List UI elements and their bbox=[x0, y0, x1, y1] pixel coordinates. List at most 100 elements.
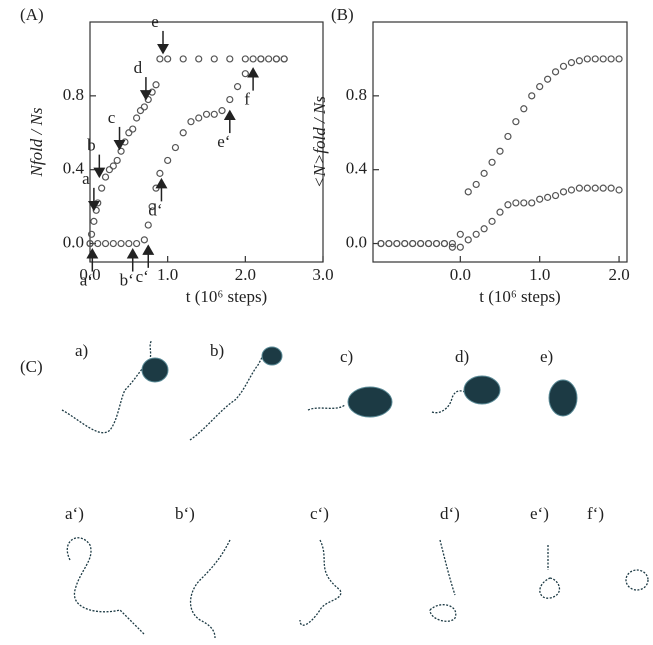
point bbox=[551, 191, 560, 200]
point bbox=[536, 83, 544, 91]
chain bbox=[539, 545, 561, 599]
structure-label: c) bbox=[340, 347, 353, 366]
point bbox=[241, 55, 249, 63]
point bbox=[98, 184, 106, 192]
annotation: a‘ bbox=[80, 270, 93, 289]
point bbox=[528, 92, 536, 100]
point bbox=[488, 158, 496, 166]
annotation: c bbox=[108, 108, 116, 127]
chain bbox=[431, 390, 466, 414]
panel-label: (C) bbox=[20, 357, 43, 376]
x-tick-label: 2.0 bbox=[608, 265, 629, 284]
annotation: a bbox=[82, 169, 90, 188]
point bbox=[528, 199, 536, 207]
point bbox=[544, 75, 552, 83]
point bbox=[105, 166, 114, 174]
annotation: b‘ bbox=[120, 270, 134, 289]
point bbox=[265, 55, 273, 63]
structure-label: b) bbox=[210, 341, 224, 360]
point bbox=[233, 83, 242, 91]
point bbox=[164, 55, 172, 63]
annotation: e bbox=[151, 12, 159, 31]
point bbox=[210, 110, 218, 118]
point bbox=[544, 193, 552, 201]
point bbox=[520, 199, 528, 207]
chain bbox=[299, 539, 342, 626]
point bbox=[272, 55, 280, 63]
panel-label: (B) bbox=[331, 5, 354, 24]
core bbox=[548, 379, 578, 417]
point bbox=[226, 55, 234, 63]
point bbox=[536, 195, 544, 203]
point bbox=[109, 239, 117, 248]
point bbox=[202, 110, 211, 118]
structure-label: d) bbox=[455, 347, 469, 366]
point bbox=[607, 184, 615, 192]
y-tick-label: 0.8 bbox=[63, 85, 84, 104]
point bbox=[113, 156, 121, 165]
point bbox=[140, 236, 148, 244]
point bbox=[117, 147, 125, 155]
core bbox=[347, 386, 393, 418]
x-axis-label: t (10⁶ steps) bbox=[479, 287, 560, 306]
point bbox=[456, 243, 464, 251]
point bbox=[464, 188, 472, 196]
point bbox=[179, 129, 187, 137]
chain bbox=[307, 404, 346, 411]
point bbox=[480, 169, 488, 177]
point bbox=[117, 239, 125, 248]
point bbox=[249, 55, 257, 63]
point bbox=[87, 230, 96, 238]
panel-label: (A) bbox=[20, 5, 44, 24]
point bbox=[148, 203, 156, 211]
point bbox=[567, 186, 576, 194]
point bbox=[377, 239, 385, 248]
y-tick-label: 0.0 bbox=[346, 232, 367, 251]
point bbox=[472, 180, 480, 189]
point bbox=[156, 55, 164, 63]
x-tick-label: 1.0 bbox=[529, 265, 550, 284]
point bbox=[226, 95, 234, 104]
y-tick-label: 0.4 bbox=[346, 159, 368, 178]
point bbox=[385, 239, 393, 248]
annotation: e‘ bbox=[217, 132, 230, 151]
point bbox=[615, 55, 623, 63]
point bbox=[559, 188, 568, 196]
point bbox=[448, 243, 456, 251]
point bbox=[409, 239, 417, 248]
point bbox=[424, 239, 433, 248]
point bbox=[401, 239, 409, 248]
point bbox=[496, 208, 504, 216]
point bbox=[456, 230, 464, 238]
point bbox=[152, 81, 160, 89]
point bbox=[101, 239, 110, 248]
point bbox=[94, 199, 102, 207]
point bbox=[152, 184, 160, 192]
panel-c: (C) a) b) c) d) e) a‘) b‘) c‘) d‘) e‘) f… bbox=[20, 339, 649, 639]
chain bbox=[189, 539, 231, 639]
annotation: f bbox=[244, 90, 250, 109]
point bbox=[520, 105, 528, 113]
x-tick-label: 0.0 bbox=[450, 265, 471, 284]
point bbox=[472, 230, 480, 238]
point bbox=[101, 173, 110, 181]
point bbox=[464, 236, 472, 244]
point bbox=[615, 186, 623, 194]
point bbox=[432, 239, 441, 248]
point bbox=[218, 107, 226, 115]
point bbox=[257, 55, 265, 63]
point bbox=[504, 132, 512, 141]
point bbox=[496, 147, 504, 155]
point bbox=[575, 184, 583, 192]
point bbox=[599, 184, 607, 192]
point bbox=[171, 143, 180, 152]
point bbox=[551, 68, 560, 76]
point bbox=[583, 55, 591, 63]
point bbox=[512, 199, 520, 207]
point bbox=[448, 239, 456, 248]
structure-label: a) bbox=[75, 341, 88, 360]
point bbox=[90, 217, 98, 225]
y-tick-label: 0.0 bbox=[63, 232, 84, 251]
point bbox=[144, 221, 152, 229]
